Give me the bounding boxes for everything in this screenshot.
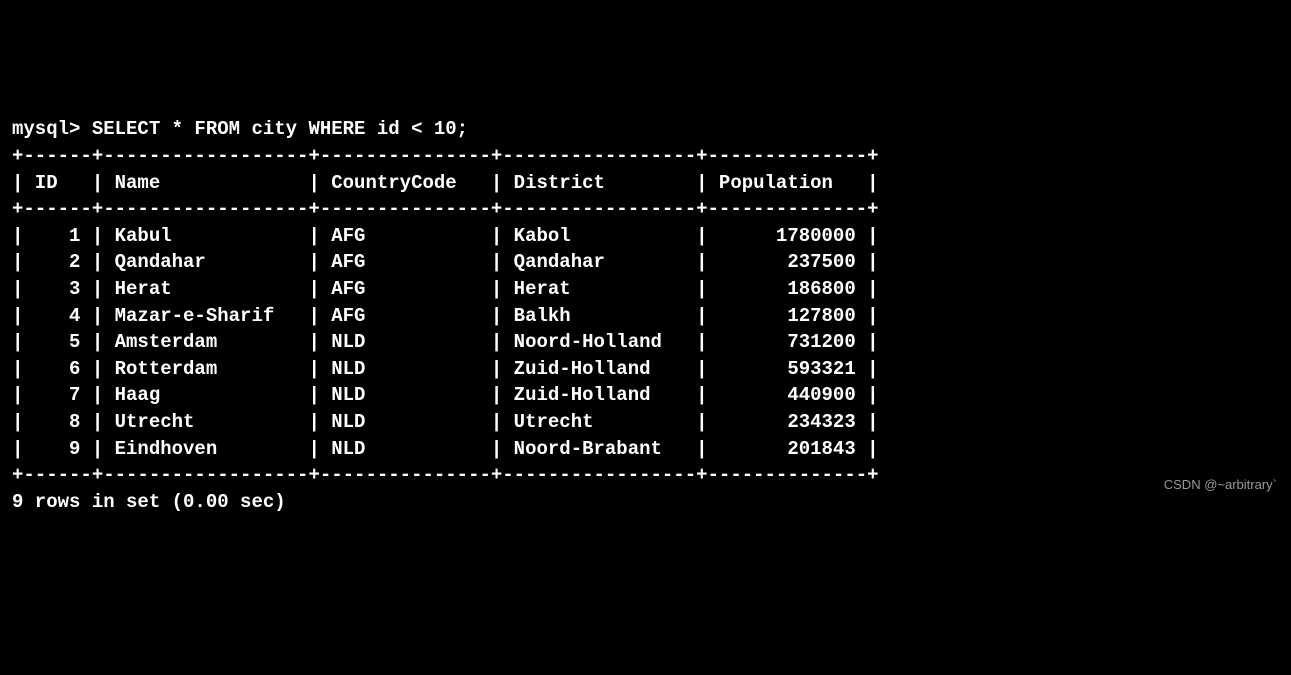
table-row: | 3 | Herat | AFG | Herat | 186800 |: [12, 276, 1279, 303]
table-row: | 1 | Kabul | AFG | Kabol | 1780000 |: [12, 223, 1279, 250]
table-row: | 8 | Utrecht | NLD | Utrecht | 234323 |: [12, 409, 1279, 436]
mysql-terminal-output: mysql> SELECT * FROM city WHERE id < 10;…: [12, 116, 1279, 515]
table-row: | 6 | Rotterdam | NLD | Zuid-Holland | 5…: [12, 356, 1279, 383]
table-border-bottom: +------+------------------+-------------…: [12, 462, 1279, 489]
table-row: | 5 | Amsterdam | NLD | Noord-Holland | …: [12, 329, 1279, 356]
table-header-row: | ID | Name | CountryCode | District | P…: [12, 170, 1279, 197]
watermark-text: CSDN @~arbitrary`: [1164, 476, 1277, 494]
table-row: | 2 | Qandahar | AFG | Qandahar | 237500…: [12, 249, 1279, 276]
result-footer: 9 rows in set (0.00 sec): [12, 489, 1279, 516]
table-row: | 7 | Haag | NLD | Zuid-Holland | 440900…: [12, 382, 1279, 409]
mysql-prompt-line: mysql> SELECT * FROM city WHERE id < 10;: [12, 116, 1279, 143]
table-row: | 4 | Mazar-e-Sharif | AFG | Balkh | 127…: [12, 303, 1279, 330]
table-border-top: +------+------------------+-------------…: [12, 143, 1279, 170]
table-border-header: +------+------------------+-------------…: [12, 196, 1279, 223]
table-row: | 9 | Eindhoven | NLD | Noord-Brabant | …: [12, 436, 1279, 463]
